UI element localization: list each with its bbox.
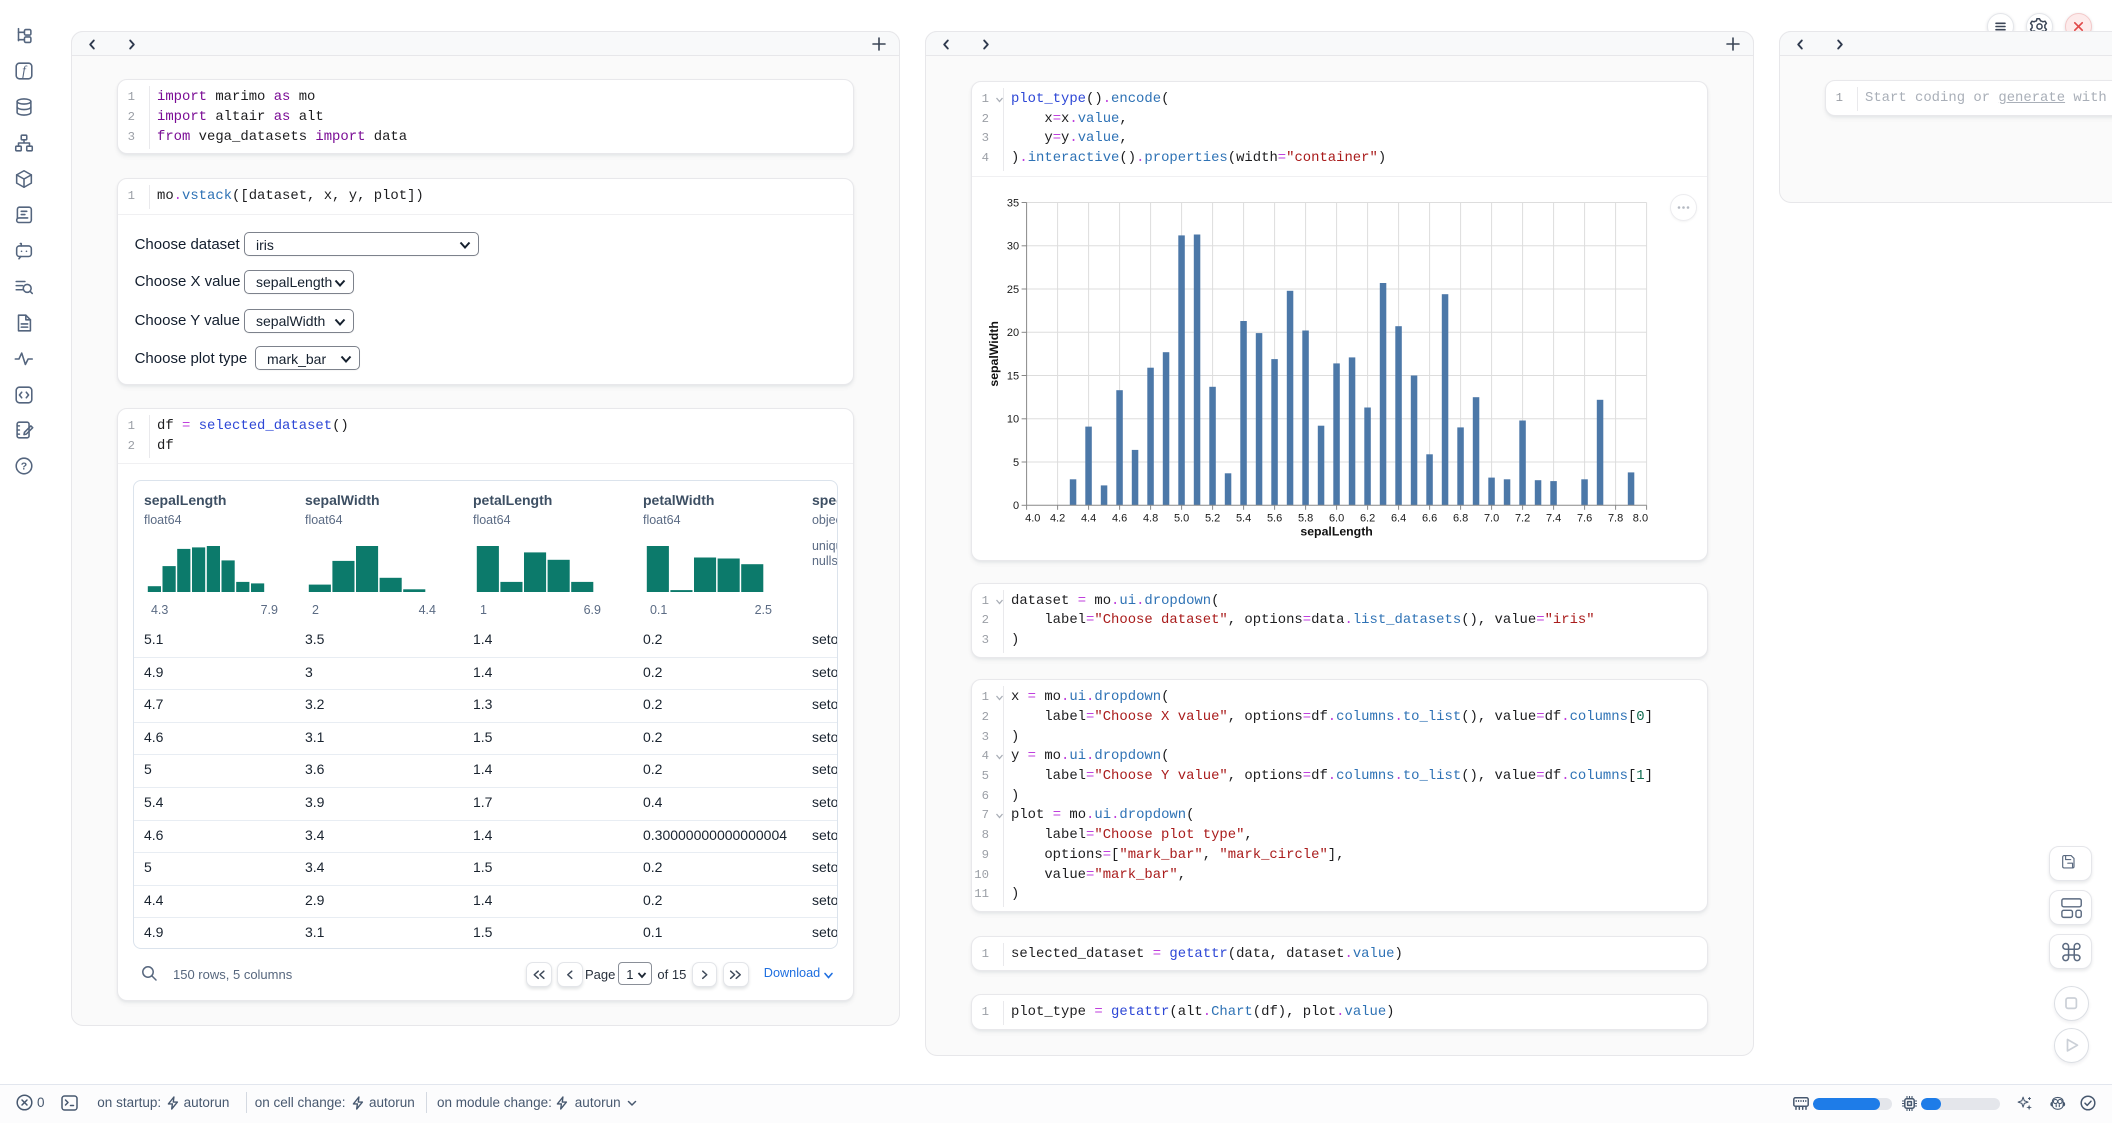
- svg-text:5: 5: [1013, 457, 1019, 469]
- svg-text:4.2: 4.2: [1050, 512, 1065, 524]
- svg-text:6.6: 6.6: [1422, 512, 1437, 524]
- svg-text:sepalWidth: sepalWidth: [987, 321, 1001, 386]
- svg-text:sepalLength: sepalLength: [1300, 524, 1372, 538]
- svg-text:0: 0: [1013, 500, 1019, 512]
- svg-text:5.4: 5.4: [1236, 512, 1251, 524]
- svg-text:5.2: 5.2: [1205, 512, 1220, 524]
- svg-text:10: 10: [1007, 413, 1019, 425]
- svg-text:30: 30: [1007, 240, 1019, 252]
- svg-text:5.6: 5.6: [1267, 512, 1282, 524]
- svg-text:4.0: 4.0: [1025, 512, 1040, 524]
- svg-text:20: 20: [1007, 327, 1019, 339]
- svg-text:5.8: 5.8: [1298, 512, 1313, 524]
- svg-text:7.6: 7.6: [1577, 512, 1592, 524]
- svg-text:6.0: 6.0: [1329, 512, 1344, 524]
- svg-text:?: ?: [21, 461, 27, 473]
- svg-text:6.2: 6.2: [1360, 512, 1375, 524]
- svg-text:4.4: 4.4: [1081, 512, 1096, 524]
- svg-text:7.8: 7.8: [1608, 512, 1623, 524]
- svg-text:7.2: 7.2: [1515, 512, 1530, 524]
- svg-text:5.0: 5.0: [1174, 512, 1189, 524]
- svg-text:4.8: 4.8: [1143, 512, 1158, 524]
- svg-text:f: f: [22, 64, 28, 79]
- svg-text:6.4: 6.4: [1391, 512, 1406, 524]
- svg-text:8.0: 8.0: [1633, 512, 1648, 524]
- svg-text:7.0: 7.0: [1484, 512, 1499, 524]
- svg-text:35: 35: [1007, 197, 1019, 209]
- svg-text:15: 15: [1007, 370, 1019, 382]
- svg-text:25: 25: [1007, 284, 1019, 296]
- svg-text:7.4: 7.4: [1546, 512, 1561, 524]
- svg-text:4.6: 4.6: [1112, 512, 1127, 524]
- svg-text:6.8: 6.8: [1453, 512, 1468, 524]
